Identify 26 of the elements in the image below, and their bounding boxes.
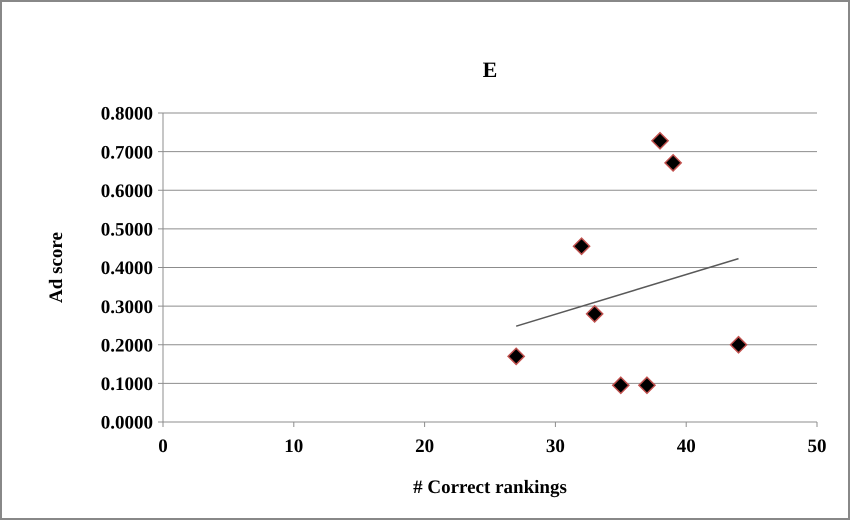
x-tick-label: 50 — [808, 436, 826, 457]
point — [730, 336, 748, 354]
y-tick-label: 0.2000 — [100, 335, 153, 356]
point — [507, 348, 525, 366]
point — [586, 305, 604, 323]
point — [638, 376, 656, 394]
y-tick-label: 0.7000 — [100, 142, 153, 164]
y-axis-title: Ad score — [46, 232, 67, 303]
y-tick-label: 0.4000 — [100, 258, 153, 280]
y-tick-label: 0.8000 — [100, 104, 153, 125]
y-tick-label: 0.6000 — [100, 180, 153, 202]
y-tick-label: 0.3000 — [100, 296, 153, 318]
y-tick-label: 0.0000 — [100, 412, 153, 434]
y-tick-label: 0.5000 — [100, 220, 153, 241]
x-tick-label: 20 — [415, 436, 434, 457]
chart-title: E — [482, 57, 498, 82]
point — [651, 132, 669, 150]
point — [612, 376, 630, 394]
x-axis-title: # Correct rankings — [413, 477, 567, 498]
x-tick-label: 10 — [284, 436, 304, 457]
x-tick-label: 30 — [546, 436, 565, 457]
point — [664, 154, 682, 172]
x-tick-label: 40 — [676, 436, 696, 457]
x-tick-label: 0 — [158, 436, 168, 457]
y-tick-label: 0.1000 — [100, 374, 153, 396]
point — [572, 237, 590, 256]
